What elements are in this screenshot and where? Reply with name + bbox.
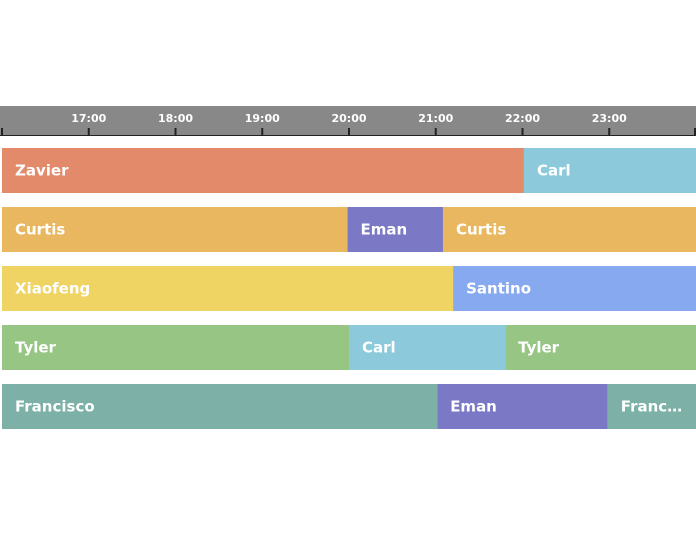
segment-label: Eman bbox=[361, 221, 408, 239]
timeline-segment[interactable] bbox=[2, 384, 438, 429]
segment-label: Curtis bbox=[456, 221, 506, 239]
timeline-row: Curtis Eman Curtis bbox=[2, 207, 696, 252]
timeline-row: Zavier Carl bbox=[2, 148, 696, 193]
timeline-row: Xiaofeng Santino bbox=[2, 266, 696, 311]
axis-tick-label: 21:00 bbox=[418, 112, 453, 125]
segment-label: Santino bbox=[466, 280, 531, 298]
timeline-rows: Zavier Carl Curtis Eman Curtis Xiaofeng Santin… bbox=[2, 148, 696, 429]
timeline-segment[interactable] bbox=[349, 325, 506, 370]
segment-label: Tyler bbox=[518, 339, 560, 357]
axis-tick-label: 23:00 bbox=[592, 112, 627, 125]
time-axis: 17:00 18:00 19:00 20:00 21:00 22:00 23:00 bbox=[0, 106, 696, 136]
segment-label: Francisco bbox=[15, 398, 95, 416]
axis-tick-label: 17:00 bbox=[71, 112, 106, 125]
axis-tick-label: 18:00 bbox=[158, 112, 193, 125]
segment-label: Eman bbox=[450, 398, 497, 416]
timeline-segment[interactable] bbox=[607, 384, 696, 429]
timeline-segment[interactable] bbox=[2, 266, 454, 311]
segment-label: Carl bbox=[362, 339, 396, 357]
axis-tick-label: 20:00 bbox=[331, 112, 366, 125]
segment-label: Xiaofeng bbox=[15, 280, 90, 298]
segment-label: Zavier bbox=[15, 162, 69, 180]
segment-label: Tyler bbox=[15, 339, 57, 357]
timeline-segment[interactable] bbox=[347, 207, 443, 252]
axis-tick-label: 22:00 bbox=[505, 112, 540, 125]
timeline-segment[interactable] bbox=[2, 207, 348, 252]
timeline-segment[interactable] bbox=[2, 325, 349, 370]
segment-label: Carl bbox=[537, 162, 571, 180]
segment-label: Curtis bbox=[15, 221, 65, 239]
segment-label: Franc… bbox=[621, 398, 682, 416]
axis-tick-label: 19:00 bbox=[245, 112, 280, 125]
timeline-segment[interactable] bbox=[453, 266, 696, 311]
timeline-segment[interactable] bbox=[523, 148, 696, 193]
timeline-segment[interactable] bbox=[437, 384, 608, 429]
timeline-row: Tyler Carl Tyler bbox=[2, 325, 696, 370]
timeline-row: Francisco Eman Franc… bbox=[2, 384, 696, 429]
timeline-segment[interactable] bbox=[505, 325, 696, 370]
timeline-segment[interactable] bbox=[2, 148, 524, 193]
timeline-segment[interactable] bbox=[442, 207, 696, 252]
